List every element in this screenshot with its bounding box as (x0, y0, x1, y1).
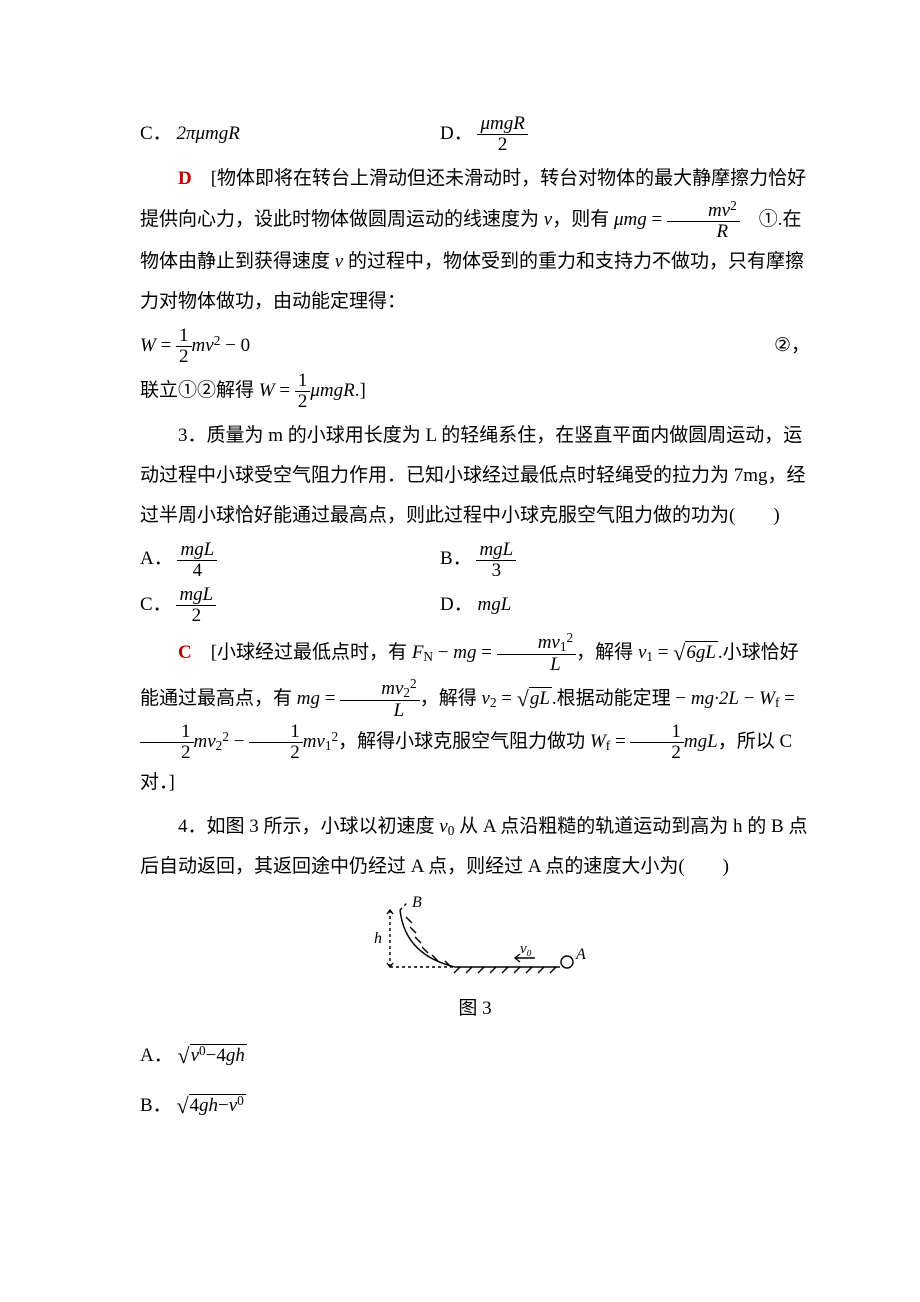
q4-stem: 4．如图 3 所示，小球以初速度 v0 从 A 点沿粗糙的轨道运动到高为 h 的… (140, 807, 810, 887)
q2-option-d: D． μmgR 2 (440, 114, 528, 155)
fig-label-v0: v₀ (520, 941, 532, 957)
fig-label-a: A (575, 946, 586, 963)
q4-option-a: A． √v0−4gh (140, 1033, 810, 1079)
fraction: μmgR 2 (477, 114, 527, 155)
eq2-left: W = 12mv2 − 0 (140, 326, 250, 367)
q3-stem: 3．质量为 m 的小球用长度为 L 的轻绳系住，在竖直平面内做圆周运动，运动过程… (140, 416, 810, 536)
q4-option-b: B． √4gh−v0 (140, 1083, 810, 1129)
q3-options-row-cd: C． mgL2 D． mgL (140, 585, 810, 626)
q3-option-a: A． mgL4 (140, 539, 440, 580)
option-label: D． (440, 123, 473, 144)
q3-option-b: B． mgL3 (440, 539, 516, 580)
q2-eq3-line: 联立①②解得 W = 12μmgR.] (140, 371, 810, 412)
q2-options-row-cd: C． 2πμmgR D． μmgR 2 (140, 114, 810, 155)
figure-svg: B h v₀ A (360, 895, 590, 985)
q4-number: 4． (178, 816, 207, 837)
figure-caption: 图 3 (140, 989, 810, 1029)
q3-solution: C [小球经过最低点时，有 FN − mg = mv12L，解得 v1 = √6… (140, 630, 810, 803)
answer-letter: C (178, 642, 192, 663)
option-label: C． (140, 123, 172, 144)
fig-label-h: h (374, 930, 382, 947)
q3-options-row-ab: A． mgL4 B． mgL3 (140, 539, 810, 580)
q2-option-c: C． 2πμmgR (140, 114, 440, 155)
q2-eq2-line: W = 12mv2 − 0 ②， (140, 326, 810, 367)
q3-text: 质量为 m 的小球用长度为 L 的轻绳系住，在竖直平面内做圆周运动，运动过程中小… (140, 425, 806, 526)
eq2-marker: ②， (774, 326, 810, 366)
q2-solution: D [物体即将在转台上滑动但还未滑动时，转台对物体的最大静摩擦力恰好提供向心力，… (140, 159, 810, 322)
fig-label-b: B (412, 895, 422, 911)
sqrt: √6gL (673, 642, 718, 663)
fraction: mv2R (667, 199, 740, 242)
q3-option-d: D． mgL (440, 585, 511, 626)
page: C． 2πμmgR D． μmgR 2 D [物体即将在转台上滑动但还未滑动时，… (0, 0, 920, 1302)
q3-number: 3． (178, 425, 207, 446)
q4-figure: B h v₀ A (140, 895, 810, 985)
answer-letter: D (178, 168, 192, 189)
q3-option-c: C． mgL2 (140, 585, 440, 626)
option-expr: 2πμmgR (176, 123, 239, 144)
